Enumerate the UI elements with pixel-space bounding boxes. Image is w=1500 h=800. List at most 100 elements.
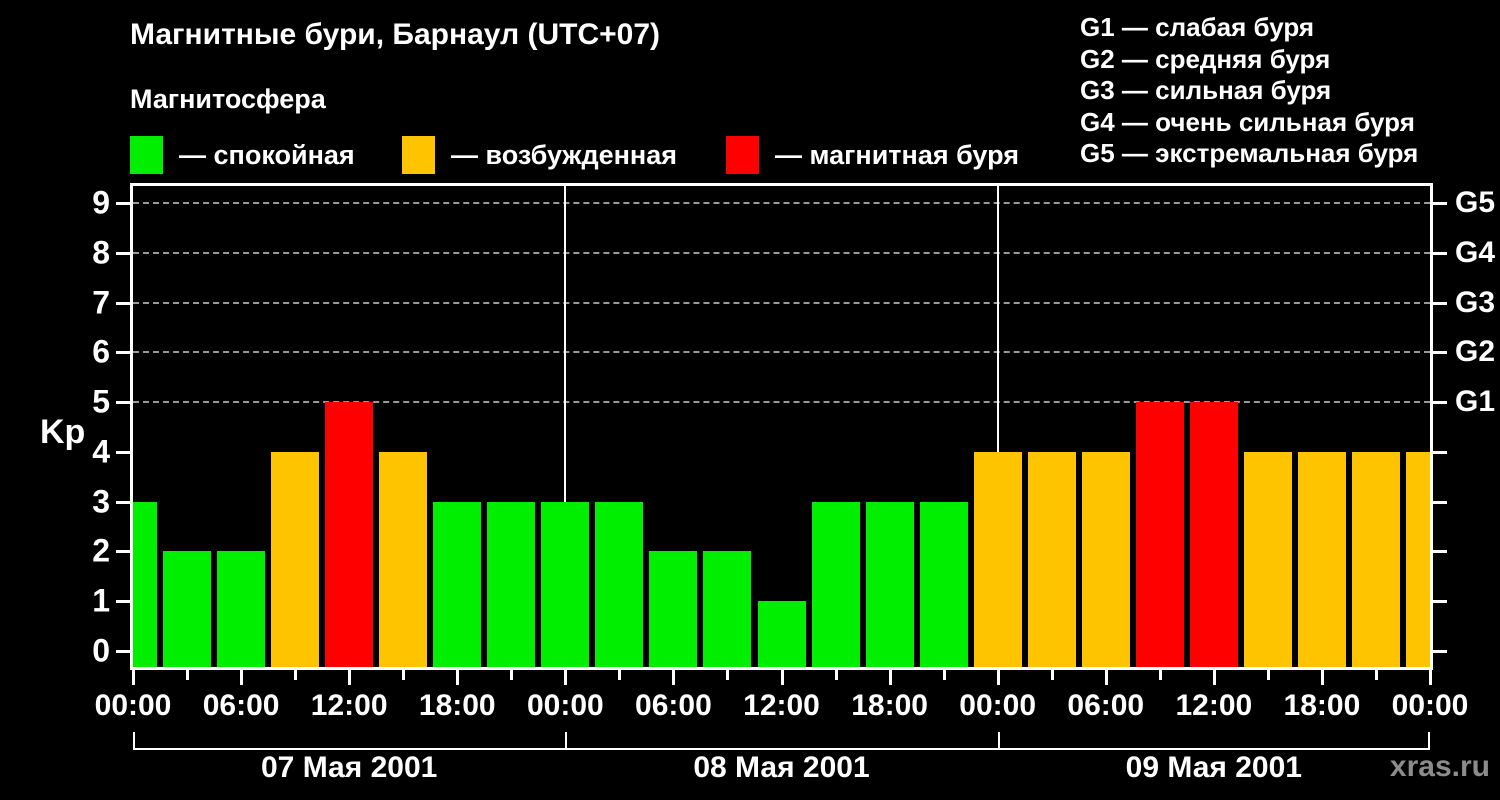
date-bracket-line bbox=[133, 748, 1430, 750]
gridline-kp9 bbox=[133, 201, 1430, 204]
x-axis-tick bbox=[1104, 670, 1108, 685]
x-axis-tick bbox=[1212, 670, 1216, 685]
date-label: 09 Мая 2001 bbox=[1125, 751, 1302, 784]
right-axis-tick bbox=[1433, 351, 1447, 355]
y-axis-tick bbox=[116, 650, 130, 653]
y-axis-tick bbox=[116, 401, 130, 405]
day-boundary-line bbox=[996, 186, 999, 667]
right-axis-tick bbox=[1433, 550, 1447, 554]
kp-bar bbox=[703, 551, 752, 667]
date-bracket-tick bbox=[1428, 732, 1430, 748]
gridline-kp7 bbox=[133, 301, 1430, 304]
date-label: 07 Мая 2001 bbox=[260, 751, 438, 784]
x-axis-tick-label: 18:00 bbox=[851, 689, 928, 722]
storm-level-label-g4: G4 bbox=[1455, 235, 1496, 269]
gridline-kp5 bbox=[133, 401, 1430, 404]
right-axis-tick bbox=[1433, 600, 1447, 604]
x-axis-tick bbox=[564, 670, 568, 685]
storm-scale-legend: G1 — слабая буря G2 — средняя буря G3 — … bbox=[1080, 12, 1418, 170]
x-axis-tick-label: 12:00 bbox=[743, 689, 820, 722]
x-axis-tick bbox=[240, 670, 244, 685]
y-axis-tick bbox=[116, 201, 130, 205]
legend-item-storm: — магнитная буря bbox=[726, 136, 1019, 174]
storm-scale-g1: G1 — слабая буря bbox=[1080, 12, 1315, 42]
y-axis-tick bbox=[116, 450, 130, 454]
kp-bar bbox=[1297, 451, 1346, 667]
kp-bar bbox=[973, 451, 1022, 667]
x-axis-tick bbox=[672, 670, 676, 685]
kp-bar bbox=[433, 501, 482, 667]
x-axis-tick-label: 12:00 bbox=[310, 689, 388, 722]
kp-bar bbox=[1189, 402, 1238, 667]
y-axis-tick-label: 0 bbox=[92, 632, 110, 669]
x-axis-tick-label: 18:00 bbox=[1283, 689, 1361, 722]
x-axis-tick bbox=[942, 670, 946, 680]
x-axis-tick bbox=[1320, 670, 1324, 685]
storm-scale-g3: G3 — сильная буря bbox=[1080, 75, 1332, 105]
kp-bar bbox=[217, 551, 266, 667]
kp-bar bbox=[811, 501, 860, 667]
x-axis-tick-label: 00:00 bbox=[959, 689, 1037, 722]
kp-bar bbox=[1243, 451, 1292, 667]
gridline-kp6 bbox=[133, 351, 1430, 354]
excited-color-swatch bbox=[402, 136, 435, 174]
x-axis-tick-label: 00:00 bbox=[526, 689, 604, 722]
right-axis-tick bbox=[1433, 650, 1447, 653]
x-axis-tick bbox=[726, 670, 730, 680]
legend-item-excited: — возбужденная bbox=[402, 136, 677, 174]
storm-scale-g5: G5 — экстремальная буря bbox=[1080, 138, 1419, 168]
x-axis-tick bbox=[1266, 670, 1270, 680]
y-axis-tick bbox=[116, 251, 130, 255]
x-axis-tick bbox=[618, 670, 622, 680]
x-axis-tick-label: 06:00 bbox=[1067, 689, 1145, 722]
right-axis-tick bbox=[1433, 251, 1447, 255]
y-axis-tick-label: 4 bbox=[92, 433, 110, 470]
y-axis-tick-label: 1 bbox=[92, 582, 110, 619]
date-bracket-tick bbox=[997, 732, 1000, 748]
y-axis-tick-label: 9 bbox=[92, 184, 110, 221]
x-axis-tick bbox=[1158, 670, 1162, 680]
kp-bar bbox=[757, 601, 806, 667]
kp-bar bbox=[649, 551, 698, 667]
y-axis-tick-label: 2 bbox=[92, 532, 110, 569]
x-axis-tick bbox=[510, 670, 514, 680]
y-axis-tick bbox=[116, 600, 130, 604]
x-axis-tick bbox=[1374, 670, 1378, 680]
x-axis-tick bbox=[186, 670, 190, 680]
y-axis-tick bbox=[116, 500, 130, 504]
legend-label-quiet: — спокойная bbox=[179, 139, 355, 170]
x-axis-tick bbox=[780, 670, 784, 685]
kp-bar bbox=[1027, 451, 1076, 667]
legend-label-excited: — возбужденная bbox=[451, 139, 677, 170]
kp-bar bbox=[271, 451, 320, 667]
storm-scale-g4: G4 — очень сильная буря bbox=[1080, 106, 1415, 137]
kp-bar bbox=[487, 501, 536, 667]
right-axis-tick bbox=[1433, 201, 1447, 205]
y-axis-title: Kp bbox=[40, 413, 86, 451]
right-axis-tick bbox=[1433, 401, 1447, 405]
x-axis-tick-label: 00:00 bbox=[94, 689, 172, 722]
gridline-kp8 bbox=[133, 251, 1430, 254]
date-bracket-tick bbox=[565, 732, 568, 748]
legend-label-storm: — магнитная буря bbox=[775, 139, 1019, 170]
right-axis-tick bbox=[1433, 500, 1447, 504]
storm-scale-g2: G2 — средняя буря bbox=[1080, 43, 1331, 74]
kp-bar bbox=[1081, 451, 1130, 667]
y-axis-tick bbox=[116, 301, 130, 305]
kp-bar bbox=[919, 501, 968, 667]
x-axis-tick-label: 00:00 bbox=[1391, 689, 1469, 722]
y-axis-tick-label: 8 bbox=[92, 234, 110, 271]
quiet-color-swatch bbox=[130, 136, 163, 174]
x-axis-tick-label: 12:00 bbox=[1175, 689, 1253, 722]
day-boundary-line bbox=[564, 186, 567, 667]
storm-level-label-g1: G1 bbox=[1455, 385, 1496, 419]
x-axis-tick bbox=[402, 670, 406, 680]
storm-color-swatch bbox=[726, 136, 759, 174]
y-axis-tick-label: 7 bbox=[92, 284, 110, 321]
kp-bar bbox=[1135, 402, 1184, 667]
x-axis-tick bbox=[348, 670, 352, 685]
x-axis-tick bbox=[294, 670, 298, 680]
y-axis-tick-label: 6 bbox=[92, 333, 110, 370]
x-axis-tick bbox=[132, 670, 135, 685]
